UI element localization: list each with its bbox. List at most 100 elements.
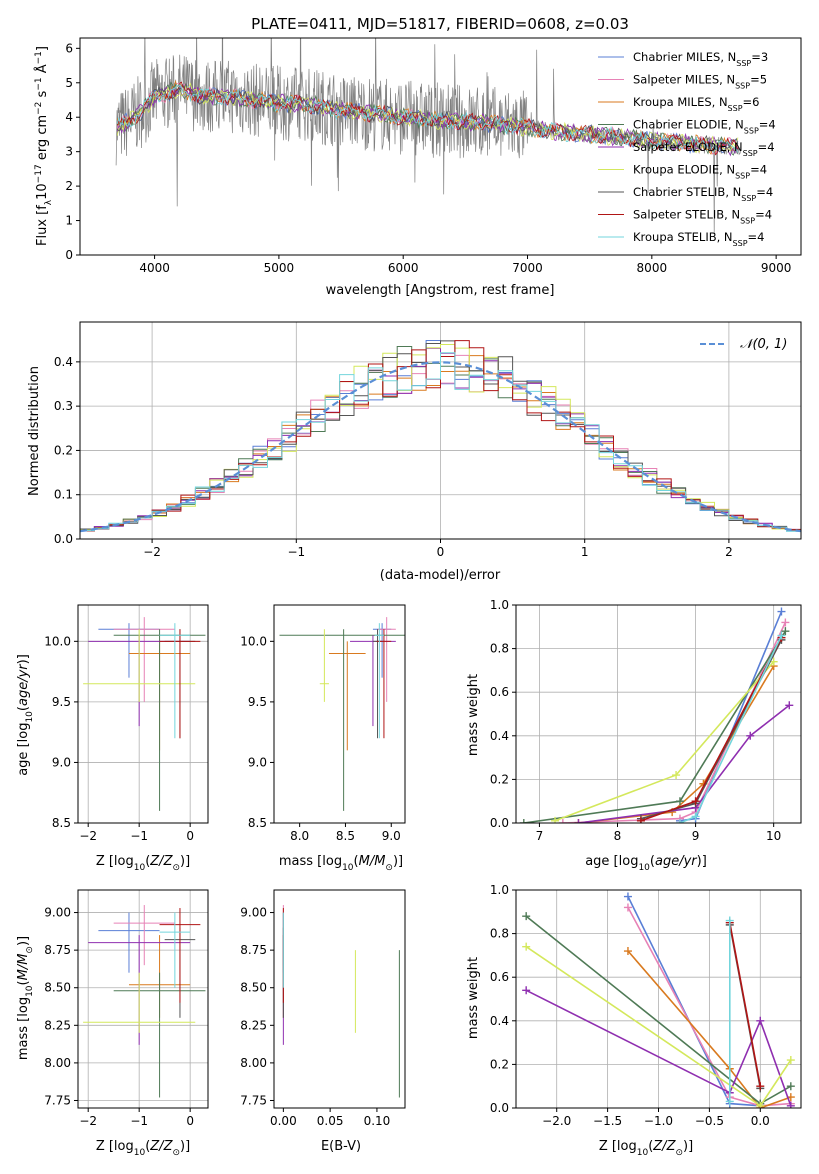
y-tick-label: 6 (65, 41, 73, 55)
y-tick-label: 0.0 (490, 1101, 509, 1115)
mass-weight-line (554, 661, 775, 822)
ticks: −2 −1 0 8.5 9.0 9.5 10.0 (44, 634, 194, 843)
spectrum-title: PLATE=0411, MJD=51817, FIBERID=0608, z=0… (251, 15, 629, 33)
legend-label: Kroupa MILES, NSSP=6 (633, 95, 759, 113)
x-tick-label: 7000 (512, 261, 543, 275)
mass-weight-line (562, 622, 787, 823)
legend-subscript: SSP (736, 59, 751, 68)
mass-weight-marker (522, 942, 531, 951)
mass-weight-marker (756, 1101, 765, 1108)
mass-weight-marker (781, 618, 790, 627)
weight-age-xlabel: age [log10(age/yr)] (585, 854, 707, 873)
y-tick-label: 3 (65, 145, 73, 159)
y-tick-label: 8.75 (240, 943, 267, 957)
mass-weight-marker (756, 1082, 765, 1091)
y-tick-label: 7.75 (44, 1093, 71, 1107)
y-tick-label: 0.2 (490, 1057, 509, 1071)
mass-weight-marker (558, 819, 567, 823)
y-tick-label: 1.0 (490, 883, 509, 897)
ticks: −2 −1 0 7.75 8.00 8.25 8.50 8.75 9.00 (44, 906, 194, 1128)
y-tick-label: 8.5 (248, 816, 267, 830)
mass-weight-line (640, 637, 783, 822)
x-tick-label: −2 (143, 545, 161, 559)
histogram-xlabel: (data-model)/error (380, 568, 501, 583)
legend-count: =4 (758, 140, 775, 154)
axes-frame (273, 604, 406, 824)
axes-frame (273, 889, 406, 1109)
x-tick-label: 8000 (637, 261, 668, 275)
legend-subscript: SSP (735, 81, 750, 90)
y-tick-label: 8.75 (44, 943, 71, 957)
weight-age-ylabel: mass weight (466, 674, 481, 756)
mass-weight-marker (691, 812, 700, 821)
x-tick-label: 0.05 (317, 1114, 344, 1128)
y-tick-label: 8.25 (240, 1018, 267, 1032)
mass-weight-marker (786, 1082, 795, 1091)
x-tick-label: 0 (437, 545, 445, 559)
model-spectrum (117, 81, 739, 156)
legend-subscript: SSP (744, 126, 759, 135)
y-tick-label: 9.5 (52, 695, 71, 709)
x-tick-label: 8.5 (336, 829, 355, 843)
y-tick-label: 0.8 (490, 642, 509, 656)
plot-area (282, 905, 400, 1098)
x-tick-label: −1.0 (644, 1114, 673, 1128)
mass-weight-marker (756, 1016, 765, 1025)
legend-subscript: SSP (728, 104, 743, 113)
x-tick-label: −1.5 (593, 1114, 622, 1128)
legend-label: Chabrier MILES, NSSP=3 (633, 50, 768, 68)
mass-vs-metallicity-panel: −2 −1 0 7.75 8.00 8.25 8.50 8.75 9.00 (44, 889, 209, 1128)
y-tick-label: 0.2 (490, 772, 509, 786)
mass-ebv-xlabel: E(B-V) (321, 1139, 361, 1154)
legend-count: =4 (756, 185, 773, 199)
x-tick-label: 0 (186, 1114, 194, 1128)
histogram-legend: 𝒩(0, 1) (700, 337, 787, 352)
y-tick-label: 9.00 (240, 906, 267, 920)
y-tick-label: 8.5 (52, 816, 71, 830)
ticks: 8.0 8.5 9.0 8.5 9.0 9.5 10.0 (240, 634, 401, 843)
x-tick-label: 7 (536, 829, 544, 843)
x-tick-label: 9 (692, 829, 700, 843)
legend-count: =4 (748, 230, 765, 244)
residual-histogram-panel: −2 −1 0 1 2 0.0 0.1 0.2 0.3 0.4 (54, 321, 802, 559)
mass-weight-vs-metallicity-panel: −2.0 −1.5 −1.0 −0.5 0.0 0.0 0.2 0.4 0.6 0.8 1.0 (490, 883, 802, 1128)
normal-reference-curve (80, 361, 801, 533)
spectrum-legend: Chabrier MILES, NSSP=3 Salpeter MILES, NS… (598, 50, 776, 248)
mass-weight-line (627, 907, 791, 1107)
y-tick-label: 0.8 (490, 927, 509, 941)
normal-curve-legend-label: 𝒩(0, 1) (740, 337, 787, 352)
legend-subscript: SSP (740, 216, 755, 225)
y-tick-label: 9.00 (44, 906, 71, 920)
x-tick-label: −2 (79, 829, 97, 843)
model-spectrum (116, 81, 739, 156)
x-tick-label: 4000 (139, 261, 170, 275)
legend-label: Salpeter MILES, NSSP=5 (633, 73, 767, 91)
x-tick-label: 0.0 (751, 1114, 770, 1128)
age-z-xlabel: Z [log10(Z/Z⊙)] (96, 854, 190, 873)
residual-histogram (80, 347, 801, 531)
x-tick-label: 2 (725, 545, 733, 559)
histogram-ylabel: Normed distribution (27, 366, 42, 496)
legend-label: Kroupa STELIB, NSSP=4 (633, 230, 764, 248)
mass-weight-marker (675, 819, 684, 823)
ticks: 4000 5000 6000 7000 8000 9000 0 1 2 3 4 5 6 (65, 41, 791, 275)
mass-weight-line (640, 639, 783, 820)
y-tick-label: 0.0 (54, 532, 73, 546)
plot-area (115, 38, 742, 234)
y-tick-label: 5 (65, 76, 73, 90)
legend-label: Salpeter ELODIE, NSSP=4 (633, 140, 775, 158)
ticks: 0.00 0.05 0.10 7.75 8.00 8.25 8.50 8.75 9.00 (240, 906, 390, 1128)
y-tick-label: 4 (65, 110, 73, 124)
y-tick-label: 0.6 (490, 685, 509, 699)
weight-z-ylabel: mass weight (466, 957, 481, 1039)
x-tick-label: 9.0 (382, 829, 401, 843)
axes-frame (77, 889, 209, 1109)
plot-area (80, 340, 801, 533)
x-tick-label: 8.0 (290, 829, 309, 843)
residual-histogram (80, 352, 801, 532)
legend-count: =4 (750, 163, 767, 177)
legend-count: =3 (751, 50, 768, 64)
mass-weight-marker (746, 731, 755, 740)
mass-vs-extinction-panel: 0.00 0.05 0.10 7.75 8.00 8.25 8.50 8.75 9.00 (240, 889, 406, 1128)
